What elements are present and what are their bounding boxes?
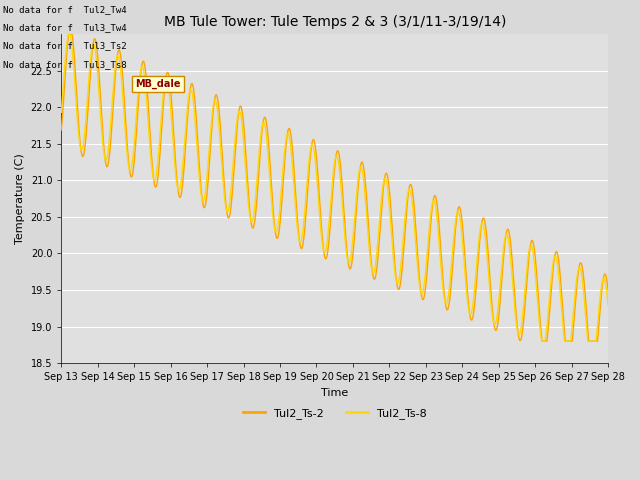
Text: No data for f  Tul3_Ts8: No data for f Tul3_Ts8	[3, 60, 127, 69]
Text: MB_dale: MB_dale	[135, 79, 180, 89]
Title: MB Tule Tower: Tule Temps 2 & 3 (3/1/11-3/19/14): MB Tule Tower: Tule Temps 2 & 3 (3/1/11-…	[163, 15, 506, 29]
Text: No data for f  Tul3_Ts2: No data for f Tul3_Ts2	[3, 41, 127, 50]
Legend: Tul2_Ts-2, Tul2_Ts-8: Tul2_Ts-2, Tul2_Ts-8	[238, 403, 431, 423]
Text: No data for f  Tul3_Tw4: No data for f Tul3_Tw4	[3, 23, 127, 32]
Text: No data for f  Tul2_Tw4: No data for f Tul2_Tw4	[3, 5, 127, 14]
Y-axis label: Temperature (C): Temperature (C)	[15, 153, 25, 244]
X-axis label: Time: Time	[321, 388, 348, 397]
